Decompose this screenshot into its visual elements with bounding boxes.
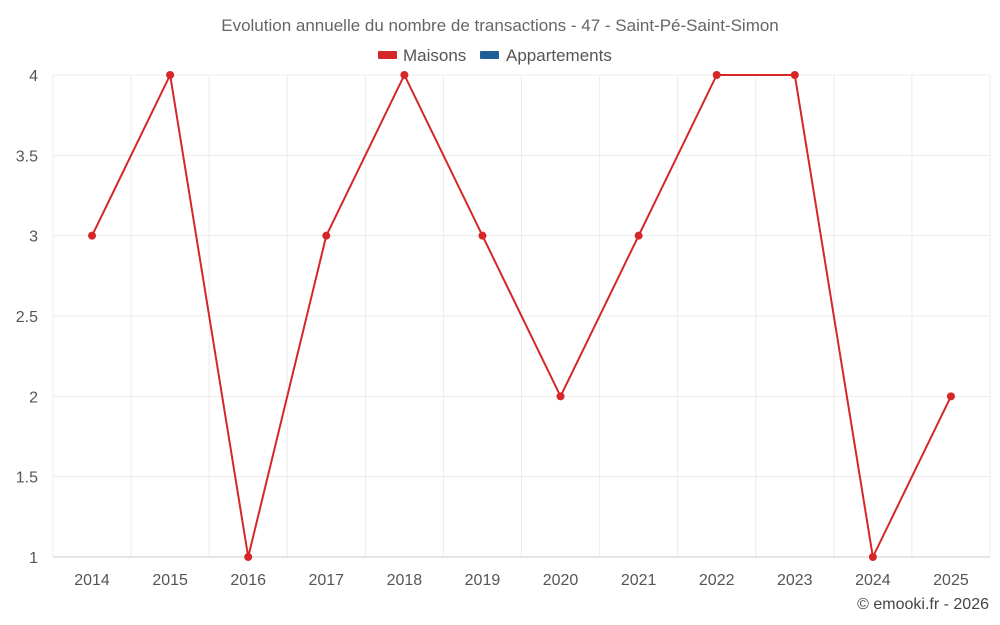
x-tick-label: 2017 [308, 572, 344, 589]
data-point[interactable] [790, 71, 799, 79]
data-point[interactable] [244, 553, 253, 561]
y-tick-label: 4 [29, 68, 38, 85]
y-tick-label: 1.5 [16, 470, 38, 487]
data-point[interactable] [634, 231, 643, 240]
x-tick-label: 2022 [699, 572, 735, 589]
legend-label-appartements: Appartements [506, 46, 612, 65]
legend-swatch-maisons [378, 51, 397, 59]
plot-area [88, 71, 955, 561]
credit-text[interactable]: © emooki.fr - 2026 [857, 596, 989, 613]
x-tick-label: 2019 [465, 572, 501, 589]
legend-swatch-appartements [480, 51, 499, 59]
x-tick-label: 2015 [152, 572, 188, 589]
legend-label-maisons: Maisons [403, 46, 466, 65]
data-point[interactable] [556, 392, 565, 401]
data-point[interactable] [400, 71, 409, 79]
y-tick-label: 2 [29, 389, 38, 406]
y-tick-label: 3 [29, 229, 38, 246]
x-tick-label: 2025 [933, 572, 969, 589]
y-tick-label: 2.5 [16, 309, 38, 326]
data-point[interactable] [166, 71, 175, 79]
chart-title: Evolution annuelle du nombre de transact… [221, 16, 779, 35]
x-tick-label: 2024 [855, 572, 891, 589]
x-axis: 2014 2015 2016 2017 2018 2019 2020 2021 2022 2023… [53, 556, 990, 589]
x-tick-label: 2018 [387, 572, 423, 589]
y-axis: 1 1.5 2 2.5 3 3.5 4 [16, 68, 38, 567]
x-tick-label: 2023 [777, 572, 813, 589]
data-point[interactable] [322, 231, 331, 240]
x-tick-label: 2016 [230, 572, 266, 589]
legend[interactable]: Maisons Appartements [378, 46, 612, 65]
y-tick-label: 1 [29, 550, 38, 567]
x-tick-label: 2014 [74, 572, 110, 589]
data-point[interactable] [478, 231, 487, 240]
data-point[interactable] [712, 71, 721, 79]
data-point[interactable] [946, 392, 955, 401]
data-point[interactable] [88, 231, 97, 240]
x-tick-label: 2020 [543, 572, 579, 589]
legend-item-maisons[interactable]: Maisons [378, 46, 466, 65]
series-line-maisons [91, 74, 952, 558]
x-tick-label: 2021 [621, 572, 657, 589]
y-tick-label: 3.5 [16, 148, 38, 165]
data-point[interactable] [868, 553, 877, 561]
legend-item-appartements[interactable]: Appartements [480, 46, 612, 65]
